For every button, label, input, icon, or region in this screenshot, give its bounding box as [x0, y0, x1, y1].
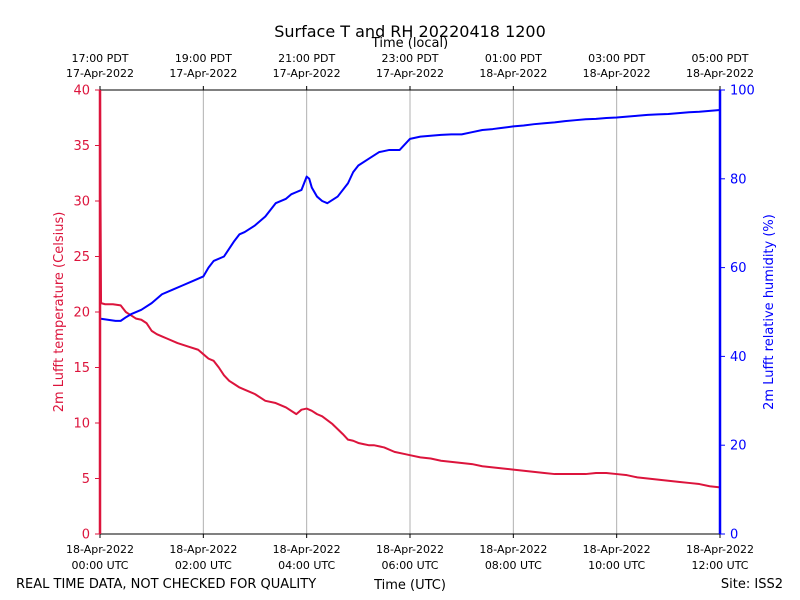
- left-tick-label: 0: [82, 528, 90, 543]
- right-axis-label: 2m Lufft relative humidity (%): [762, 214, 777, 410]
- x-tick-label-time: 06:00 UTC: [381, 559, 438, 572]
- x-tick-label-time: 08:00 UTC: [485, 559, 542, 572]
- left-axis-label: 2m Lufft temperature (Celsius): [52, 212, 67, 413]
- grid-lines: [202, 90, 618, 534]
- x-tick-label-date: 18-Apr-2022: [273, 543, 341, 556]
- humidity-series-line: [99, 108, 721, 322]
- right-tick-label: 60: [730, 261, 747, 276]
- x-tick-label-time: 04:00 UTC: [278, 559, 335, 572]
- right-tick-label: 0: [730, 528, 738, 543]
- chart-title: Surface T and RH 20220418 1200: [274, 22, 546, 41]
- series-lines: [99, 89, 721, 489]
- left-tick-label: 40: [73, 84, 90, 99]
- left-tick-label: 15: [73, 361, 90, 376]
- site-label: Site: ISS2: [721, 577, 783, 592]
- top-tick-label-date: 18-Apr-2022: [479, 67, 547, 80]
- top-tick-label-date: 18-Apr-2022: [583, 67, 651, 80]
- x-tick-label-time: 10:00 UTC: [588, 559, 645, 572]
- top-tick-label-date: 17-Apr-2022: [273, 67, 341, 80]
- left-tick-label: 30: [73, 195, 90, 210]
- right-tick-label: 40: [730, 350, 747, 365]
- top-tick-label-date: 17-Apr-2022: [66, 67, 134, 80]
- right-tick-label: 100: [730, 84, 755, 99]
- x-axis-label: Time (UTC): [373, 578, 446, 593]
- top-tick-label-date: 17-Apr-2022: [169, 67, 237, 80]
- left-tick-label: 25: [73, 250, 90, 265]
- left-tick-label: 10: [73, 417, 90, 432]
- x-tick-label-time: 00:00 UTC: [71, 559, 128, 572]
- top-tick-label-date: 18-Apr-2022: [686, 67, 754, 80]
- top-axis-label: Time (local): [371, 36, 448, 51]
- top-tick-label-time: 05:00 PDT: [691, 52, 748, 65]
- x-tick-label-date: 18-Apr-2022: [66, 543, 134, 556]
- x-tick-label-date: 18-Apr-2022: [583, 543, 651, 556]
- right-tick-label: 20: [730, 439, 747, 454]
- left-tick-label: 20: [73, 306, 90, 321]
- left-tick-label: 5: [82, 472, 90, 487]
- top-tick-label-time: 21:00 PDT: [278, 52, 335, 65]
- top-tick-label-time: 17:00 PDT: [71, 52, 128, 65]
- temperature-series-line: [99, 89, 721, 489]
- x-tick-label-date: 18-Apr-2022: [169, 543, 237, 556]
- x-tick-label-date: 18-Apr-2022: [686, 543, 754, 556]
- right-tick-label: 80: [730, 172, 747, 187]
- top-tick-label-time: 03:00 PDT: [588, 52, 645, 65]
- top-tick-label-time: 01:00 PDT: [485, 52, 542, 65]
- x-tick-label-time: 02:00 UTC: [175, 559, 232, 572]
- top-tick-label-date: 17-Apr-2022: [376, 67, 444, 80]
- x-tick-label-date: 18-Apr-2022: [376, 543, 444, 556]
- left-tick-label: 35: [73, 139, 90, 154]
- top-tick-label-time: 23:00 PDT: [381, 52, 438, 65]
- top-tick-label-time: 19:00 PDT: [175, 52, 232, 65]
- quality-disclaimer: REAL TIME DATA, NOT CHECKED FOR QUALITY: [16, 577, 316, 592]
- x-tick-label-date: 18-Apr-2022: [479, 543, 547, 556]
- x-tick-label-time: 12:00 UTC: [691, 559, 748, 572]
- axis-ticks: 18-Apr-2022 00:00 UTC 18-Apr-2022 02:00 UTC…: [66, 52, 755, 572]
